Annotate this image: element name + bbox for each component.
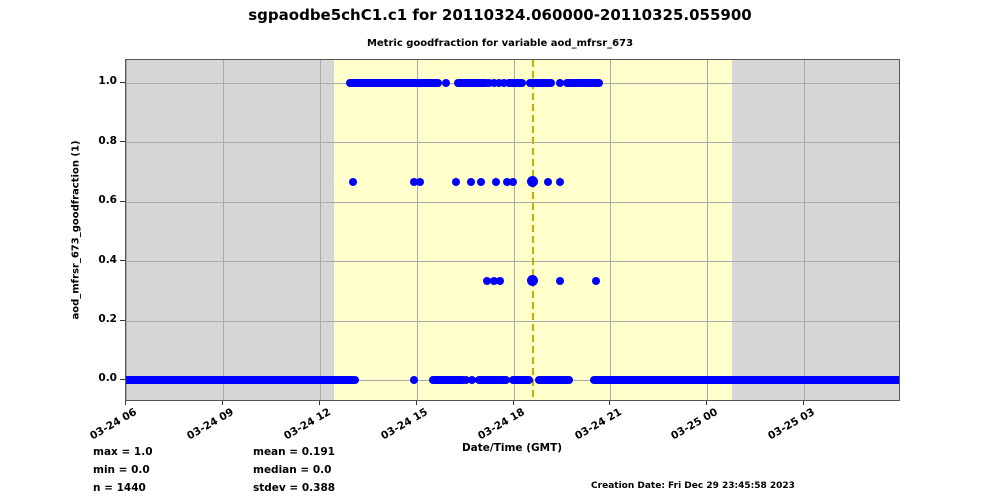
x-tick-label: 03-25 03 <box>766 406 818 443</box>
data-point <box>484 78 493 87</box>
x-tick-label: 03-24 21 <box>572 406 624 443</box>
y-gridline <box>126 261 899 263</box>
x-tick-label: 03-25 00 <box>669 406 721 443</box>
y-tick-label: 0.4 <box>98 253 117 266</box>
solar-noon-line <box>531 60 534 400</box>
data-point <box>591 276 600 285</box>
data-point <box>495 276 504 285</box>
x-gridline <box>513 60 515 400</box>
data-segment <box>474 375 511 384</box>
stat-stdev: stdev = 0.388 <box>253 482 336 494</box>
x-gridline <box>319 60 321 400</box>
data-segment <box>589 375 899 384</box>
data-point <box>442 78 450 87</box>
x-tick-mark <box>415 401 417 405</box>
x-tick-mark <box>512 401 514 405</box>
data-point <box>410 375 419 384</box>
data-segment <box>508 375 533 384</box>
x-gridline <box>707 60 709 400</box>
data-segment <box>504 78 526 87</box>
data-segment <box>525 78 555 87</box>
x-tick-mark <box>803 401 805 405</box>
x-tick-mark <box>318 401 320 405</box>
data-point <box>508 177 517 186</box>
data-point <box>476 177 485 186</box>
y-tick-mark <box>120 319 125 321</box>
x-tick-label: 03-24 18 <box>475 406 527 443</box>
data-point <box>490 276 499 285</box>
data-point <box>556 177 564 186</box>
data-point <box>466 177 475 186</box>
y-tick-label: 0.6 <box>98 194 117 207</box>
data-point-cluster <box>527 275 539 287</box>
x-gridline <box>222 60 224 400</box>
plot-area <box>125 59 900 401</box>
x-tick-mark <box>706 401 708 405</box>
x-gridline <box>610 60 612 400</box>
data-point <box>452 177 461 186</box>
y-tick-mark <box>120 141 125 143</box>
x-tick-label: 03-24 12 <box>281 406 333 443</box>
data-segment <box>453 78 475 87</box>
y-tick-mark <box>120 260 125 262</box>
x-tick-mark <box>125 401 126 405</box>
stat-n: n = 1440 <box>93 482 146 494</box>
data-point <box>483 276 492 285</box>
data-point <box>492 177 501 186</box>
y-tick-label: 1.0 <box>98 75 117 88</box>
data-segment <box>469 78 491 87</box>
y-tick-label: 0.0 <box>98 372 117 385</box>
data-point <box>415 177 424 186</box>
data-point <box>349 177 357 186</box>
y-gridline <box>126 320 899 322</box>
x-tick-mark <box>609 401 611 405</box>
data-point <box>544 177 553 186</box>
y-tick-label: 0.2 <box>98 313 117 325</box>
x-gridline <box>804 60 806 400</box>
data-segment <box>535 375 574 384</box>
y-tick-label: 0.8 <box>98 134 117 147</box>
data-point <box>500 78 509 87</box>
y-gridline <box>126 142 899 144</box>
data-point <box>410 177 419 186</box>
data-point <box>467 375 476 384</box>
data-segment <box>429 375 468 384</box>
data-segment <box>563 78 604 87</box>
y-tick-mark <box>120 378 125 380</box>
data-point <box>556 78 565 87</box>
data-point-cluster <box>527 176 539 188</box>
y-tick-mark <box>120 200 125 202</box>
stat-min: min = 0.0 <box>93 464 150 476</box>
data-point <box>462 375 471 384</box>
data-point <box>490 78 499 87</box>
data-point <box>503 177 512 186</box>
x-tick-label: 03-24 15 <box>378 406 430 443</box>
y-gridline <box>126 201 899 203</box>
x-tick-label: 03-24 09 <box>184 406 236 443</box>
data-segment <box>346 78 442 87</box>
y-tick-mark <box>120 81 125 83</box>
stat-max: max = 1.0 <box>93 446 153 458</box>
stat-median: median = 0.0 <box>253 464 332 476</box>
data-segment <box>126 375 359 384</box>
y-axis-label: aod_mfrsr_673_goodfraction (1) <box>70 140 82 320</box>
chart-subtitle: Metric goodfraction for variable aod_mfr… <box>366 38 634 49</box>
page-title: sgpaodbe5chC1.c1 for 20110324.060000-201… <box>248 6 752 24</box>
data-point <box>556 276 564 285</box>
x-gridline <box>416 60 418 400</box>
data-point <box>494 78 503 87</box>
x-gridline <box>126 60 127 400</box>
x-tick-label: 03-24 06 <box>88 406 139 443</box>
stat-mean: mean = 0.191 <box>253 446 335 458</box>
creation-date: Creation Date: Fri Dec 29 23:45:58 2023 <box>591 481 795 491</box>
x-tick-mark <box>221 401 223 405</box>
x-axis-label: Date/Time (GMT) <box>461 442 563 454</box>
